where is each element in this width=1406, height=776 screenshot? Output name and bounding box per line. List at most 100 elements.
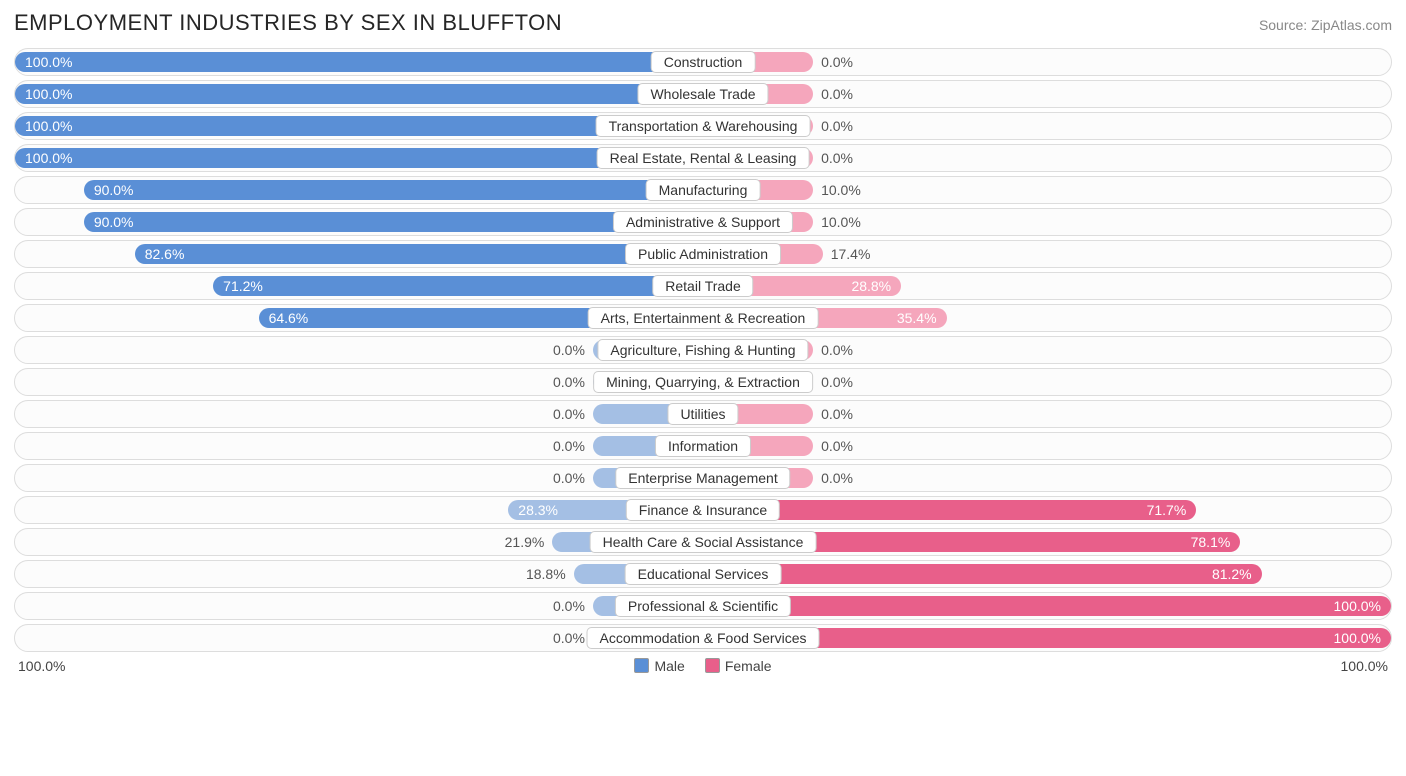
male-half: 100.0% xyxy=(15,81,703,107)
male-half: 90.0% xyxy=(15,177,703,203)
legend-male-swatch xyxy=(634,658,649,673)
female-pct: 0.0% xyxy=(821,118,853,134)
male-pct: 100.0% xyxy=(25,54,72,70)
female-pct: 81.2% xyxy=(1212,566,1252,582)
female-half: 0.0% xyxy=(703,465,1391,491)
male-half: 100.0% xyxy=(15,49,703,75)
axis-right-label: 100.0% xyxy=(1341,658,1388,674)
category-label: Utilities xyxy=(667,403,738,425)
category-label: Educational Services xyxy=(625,563,782,585)
male-half: 0.0% xyxy=(15,401,703,427)
female-pct: 0.0% xyxy=(821,54,853,70)
chart-row: 71.2%28.8%Retail Trade xyxy=(14,272,1392,300)
diverging-bar-chart: 100.0%0.0%Construction100.0%0.0%Wholesal… xyxy=(14,48,1392,652)
female-half: 0.0% xyxy=(703,81,1391,107)
category-label: Agriculture, Fishing & Hunting xyxy=(597,339,808,361)
category-label: Information xyxy=(655,435,751,457)
female-half: 100.0% xyxy=(703,593,1391,619)
male-pct: 0.0% xyxy=(553,470,585,486)
category-label: Finance & Insurance xyxy=(626,499,780,521)
chart-row: 18.8% 81.2% Educational Services xyxy=(14,560,1392,588)
female-pct: 0.0% xyxy=(821,86,853,102)
legend-female-label: Female xyxy=(725,658,772,674)
male-pct: 0.0% xyxy=(553,438,585,454)
chart-row: 100.0%0.0%Construction xyxy=(14,48,1392,76)
chart-footer: 100.0% Male Female 100.0% xyxy=(14,658,1392,674)
male-pct: 0.0% xyxy=(553,374,585,390)
male-bar: 100.0% xyxy=(15,52,703,72)
female-pct: 100.0% xyxy=(1334,598,1381,614)
female-half: 28.8% xyxy=(703,273,1391,299)
male-pct: 21.9% xyxy=(505,534,545,550)
female-bar: 100.0% xyxy=(703,596,1391,616)
legend: Male Female xyxy=(634,658,771,674)
female-pct: 78.1% xyxy=(1191,534,1231,550)
legend-female-swatch xyxy=(705,658,720,673)
female-half: 10.0% xyxy=(703,177,1391,203)
female-half: 0.0% xyxy=(703,433,1391,459)
female-pct: 35.4% xyxy=(897,310,937,326)
male-pct: 0.0% xyxy=(553,342,585,358)
male-pct: 0.0% xyxy=(553,630,585,646)
male-bar: 100.0% xyxy=(15,84,703,104)
male-bar: 90.0% xyxy=(84,212,703,232)
male-pct: 90.0% xyxy=(94,182,134,198)
female-half: 81.2% xyxy=(703,561,1391,587)
chart-row: 21.9%78.1%Health Care & Social Assistanc… xyxy=(14,528,1392,556)
chart-row: 100.0%0.0%Real Estate, Rental & Leasing xyxy=(14,144,1392,172)
male-half: 28.3% xyxy=(15,497,703,523)
male-half: 90.0% xyxy=(15,209,703,235)
chart-row: 64.6%35.4%Arts, Entertainment & Recreati… xyxy=(14,304,1392,332)
category-label: Transportation & Warehousing xyxy=(596,115,811,137)
chart-row: 100.0% 0.0% Transportation & Warehousing xyxy=(14,112,1392,140)
chart-row: 0.0% 100.0% Accommodation & Food Services xyxy=(14,624,1392,652)
male-pct: 0.0% xyxy=(553,406,585,422)
male-half: 82.6% xyxy=(15,241,703,267)
female-pct: 0.0% xyxy=(821,438,853,454)
female-half: 10.0% xyxy=(703,209,1391,235)
male-half: 0.0% xyxy=(15,593,703,619)
female-bar: 81.2% xyxy=(703,564,1262,584)
chart-row: 0.0% 0.0% Utilities xyxy=(14,400,1392,428)
category-label: Real Estate, Rental & Leasing xyxy=(597,147,810,169)
male-bar: 71.2% xyxy=(213,276,703,296)
legend-female: Female xyxy=(705,658,772,674)
male-half: 18.8% xyxy=(15,561,703,587)
category-label: Retail Trade xyxy=(652,275,753,297)
female-pct: 10.0% xyxy=(821,182,861,198)
female-pct: 0.0% xyxy=(821,406,853,422)
male-pct: 100.0% xyxy=(25,86,72,102)
chart-title: EMPLOYMENT INDUSTRIES BY SEX IN BLUFFTON xyxy=(14,10,562,36)
male-pct: 100.0% xyxy=(25,118,72,134)
chart-row: 0.0%100.0%Professional & Scientific xyxy=(14,592,1392,620)
category-label: Administrative & Support xyxy=(613,211,793,233)
male-pct: 18.8% xyxy=(526,566,566,582)
chart-header: EMPLOYMENT INDUSTRIES BY SEX IN BLUFFTON… xyxy=(14,10,1392,36)
male-bar: 90.0% xyxy=(84,180,703,200)
male-half: 0.0% xyxy=(15,433,703,459)
female-pct: 0.0% xyxy=(821,470,853,486)
female-half: 0.0% xyxy=(703,49,1391,75)
category-label: Accommodation & Food Services xyxy=(587,627,820,649)
male-half: 71.2% xyxy=(15,273,703,299)
chart-row: 90.0% 10.0% Administrative & Support xyxy=(14,208,1392,236)
male-half: 0.0% xyxy=(15,465,703,491)
legend-male-label: Male xyxy=(654,658,684,674)
male-pct: 0.0% xyxy=(553,598,585,614)
female-half: 0.0% xyxy=(703,401,1391,427)
chart-row: 0.0% 0.0% Agriculture, Fishing & Hunting xyxy=(14,336,1392,364)
male-pct: 64.6% xyxy=(269,310,309,326)
chart-source: Source: ZipAtlas.com xyxy=(1259,17,1392,33)
category-label: Manufacturing xyxy=(646,179,761,201)
female-pct: 71.7% xyxy=(1147,502,1187,518)
female-pct: 100.0% xyxy=(1334,630,1381,646)
female-pct: 10.0% xyxy=(821,214,861,230)
female-half: 17.4% xyxy=(703,241,1391,267)
chart-row: 0.0% 0.0% Information xyxy=(14,432,1392,460)
chart-row: 90.0% 10.0% Manufacturing xyxy=(14,176,1392,204)
category-label: Wholesale Trade xyxy=(637,83,768,105)
female-pct: 0.0% xyxy=(821,342,853,358)
chart-row: 0.0%0.0%Mining, Quarrying, & Extraction xyxy=(14,368,1392,396)
female-pct: 17.4% xyxy=(831,246,871,262)
chart-row: 82.6%17.4%Public Administration xyxy=(14,240,1392,268)
